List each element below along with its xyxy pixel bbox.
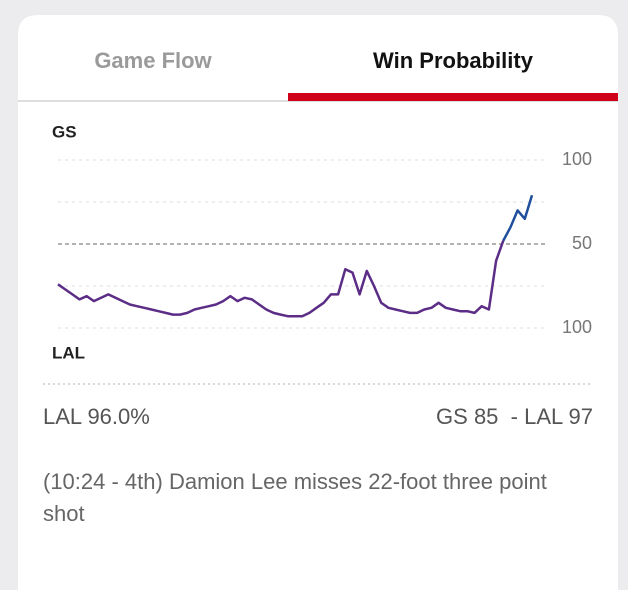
bottom-team-label: LAL <box>52 343 85 362</box>
card <box>18 15 618 590</box>
tab-game-flow[interactable]: Game Flow <box>94 48 212 73</box>
win-probability-line <box>57 240 505 318</box>
y-tick-label: 50 <box>572 233 592 253</box>
win-probability-line <box>502 194 534 242</box>
play-container: (10:24 - 4th) Damion Lee misses 22-foot … <box>43 469 547 526</box>
top-team-label: GS <box>52 122 77 141</box>
y-tick-label: 100 <box>562 149 592 169</box>
score: GS 85 - LAL 97 <box>436 404 593 429</box>
active-tab-indicator <box>288 93 618 101</box>
y-tick-label: 100 <box>562 317 592 337</box>
tab-win-probability[interactable]: Win Probability <box>373 48 534 73</box>
play-description: (10:24 - 4th) Damion Lee misses 22-foot … <box>43 469 547 526</box>
win-probability-value: LAL 96.0% <box>43 404 150 429</box>
